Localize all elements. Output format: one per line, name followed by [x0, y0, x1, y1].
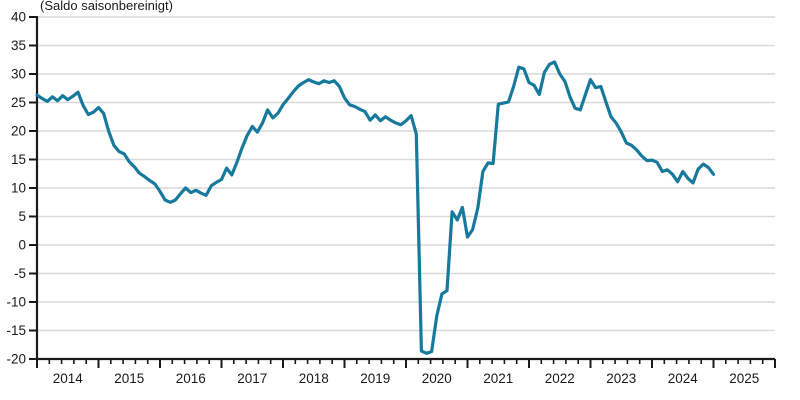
x-tick-label: 2022 — [545, 371, 575, 386]
x-tick-label: 2019 — [360, 371, 390, 386]
y-tick-label: 5 — [18, 209, 26, 224]
x-tick-label: 2021 — [483, 371, 513, 386]
y-tick-label: -5 — [14, 266, 26, 281]
y-tick-label: -20 — [6, 352, 26, 367]
x-tick-label: 2025 — [729, 371, 759, 386]
y-tick-label: 15 — [11, 152, 26, 167]
x-tick-label: 2014 — [53, 371, 84, 386]
x-tick-label: 2023 — [606, 371, 636, 386]
y-tick-label: 25 — [11, 95, 26, 110]
y-tick-label: -10 — [6, 295, 26, 310]
x-tick-label: 2016 — [176, 371, 206, 386]
y-tick-label: 30 — [11, 67, 26, 82]
x-tick-label: 2015 — [114, 371, 144, 386]
y-tick-label: 20 — [11, 124, 26, 139]
series-line — [35, 60, 716, 355]
x-tick-label: 2018 — [299, 371, 329, 386]
y-tick-label: 0 — [18, 238, 26, 253]
gridlines — [37, 16, 775, 332]
y-tick-label: 10 — [11, 181, 26, 196]
y-tick-label: 35 — [11, 38, 26, 53]
y-tick-label: 40 — [11, 10, 26, 25]
axes — [29, 16, 776, 368]
data-series — [35, 60, 716, 355]
x-axis-labels: 2014 2015 2016 2017 2018 2019 2020 2021 2022 2023… — [53, 371, 760, 386]
y-tick-label: -15 — [6, 323, 26, 338]
chart-subtitle: (Saldo saisonbereinigt) — [40, 0, 173, 13]
y-axis-labels: 40 35 30 25 20 15 10 5 0 -5 -10 -15 -20 — [6, 10, 26, 367]
x-tick-label: 2024 — [668, 371, 699, 386]
x-tick-label: 2017 — [237, 371, 267, 386]
x-tick-label: 2020 — [422, 371, 452, 386]
